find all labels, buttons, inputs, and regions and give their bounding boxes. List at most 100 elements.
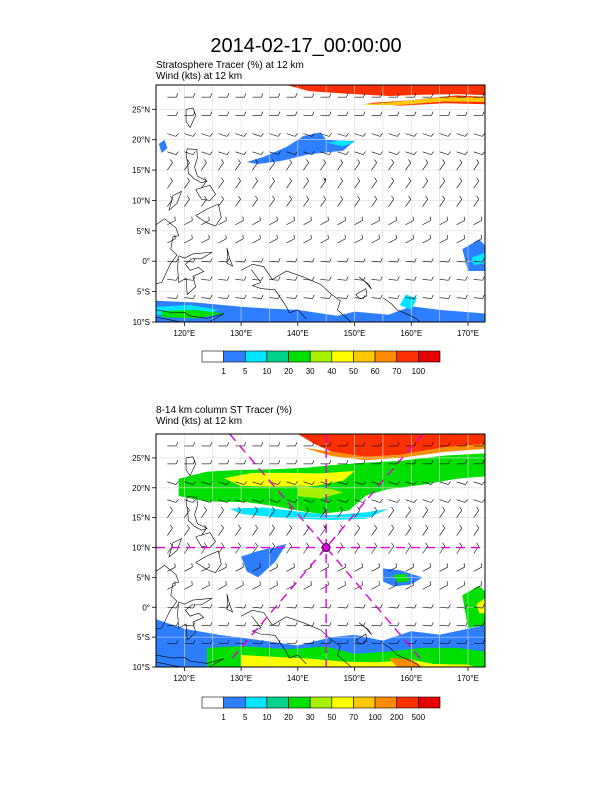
wind-barb xyxy=(320,111,332,116)
wind-barb xyxy=(320,481,332,485)
colorbar-swatch xyxy=(353,696,376,709)
wind-barb xyxy=(388,506,394,518)
wind-barb xyxy=(167,258,179,263)
wind-barb xyxy=(252,294,264,299)
coastline-lesser-sunda xyxy=(156,654,225,667)
wind-barb xyxy=(354,133,366,137)
wind-barb xyxy=(286,499,298,503)
wind-barb xyxy=(201,216,210,226)
wind-barb xyxy=(439,481,451,485)
wind-barb xyxy=(337,563,346,572)
wind-barb xyxy=(371,542,377,554)
wind-barb xyxy=(235,234,244,244)
coastline-new-guinea xyxy=(240,609,352,667)
wind-barb xyxy=(388,640,400,645)
wind-barb xyxy=(201,563,210,572)
lat-tick-label: 0° xyxy=(142,257,150,266)
wind-barb xyxy=(439,460,451,465)
wind-barb xyxy=(337,506,343,518)
lon-tick-label: 160°E xyxy=(400,329,422,338)
wind-barb xyxy=(252,563,261,572)
colorbar-swatch xyxy=(266,350,289,363)
wind-barb xyxy=(167,499,179,503)
colorbar-swatch xyxy=(244,350,268,363)
wind-barb xyxy=(405,177,411,189)
wind-barb xyxy=(371,563,380,572)
wind-barb xyxy=(439,258,451,263)
wind-barb xyxy=(201,234,210,244)
wind-barb xyxy=(167,93,179,98)
colorbar-swatch xyxy=(418,350,441,363)
wind-barb xyxy=(286,195,292,207)
lat-tick-label: 10°S xyxy=(133,318,150,327)
wind-barb xyxy=(252,276,264,281)
wind-barb xyxy=(286,258,298,263)
wind-barb xyxy=(218,581,227,590)
wind-barb xyxy=(269,159,275,171)
wind-barb xyxy=(269,581,278,590)
wind-barb xyxy=(439,234,448,244)
coastline-sulawesi xyxy=(177,251,213,296)
colorbar-swatch xyxy=(396,696,419,709)
wind-barb xyxy=(439,524,446,536)
wind-barb xyxy=(456,622,468,627)
wind-barb xyxy=(405,111,417,116)
wind-barb xyxy=(473,460,485,465)
colorbar-label: 200 xyxy=(390,713,404,722)
wind-barb xyxy=(456,640,468,645)
wind-barb xyxy=(371,258,383,263)
wind-barb xyxy=(167,177,173,189)
wind-barb xyxy=(252,234,261,244)
coastline-mindanao xyxy=(195,550,222,573)
wind-barb xyxy=(473,563,482,572)
map-2-plot-area xyxy=(156,434,485,667)
wind-barb xyxy=(354,276,366,281)
coastline-taiwan xyxy=(185,456,197,477)
wind-barb xyxy=(252,111,264,116)
colorbar-label: 500 xyxy=(412,713,426,722)
tracer-blue-west xyxy=(158,139,168,154)
wind-barb xyxy=(286,216,295,226)
wind-barb xyxy=(184,581,193,590)
wind-barb xyxy=(388,159,394,171)
wind-barb xyxy=(320,294,332,299)
wind-barb xyxy=(235,563,244,572)
wind-barb xyxy=(303,499,315,503)
colorbar-swatch xyxy=(201,696,224,709)
coastline-new-britain xyxy=(355,288,368,300)
wind-barb xyxy=(201,604,213,609)
wind-barb xyxy=(303,177,309,189)
wind-barb xyxy=(269,499,281,503)
wind-barb xyxy=(167,506,173,518)
wind-barb xyxy=(184,563,193,572)
coastline-new-britain xyxy=(355,633,368,645)
wind-barb xyxy=(269,524,275,536)
wind-barb xyxy=(354,151,366,155)
wind-barb xyxy=(269,542,275,554)
lat-tick-label: 20°N xyxy=(132,136,150,145)
wind-barb xyxy=(269,622,281,627)
wind-barb xyxy=(269,151,281,155)
wind-barb xyxy=(286,93,298,98)
wind-barb xyxy=(252,216,261,226)
wind-barb xyxy=(422,506,429,518)
wind-barb xyxy=(439,506,446,518)
wind-barb xyxy=(252,581,261,590)
wind-barb xyxy=(388,542,394,554)
wind-barb xyxy=(218,294,230,299)
wind-barb xyxy=(252,258,264,263)
wind-barb xyxy=(354,216,363,226)
wind-barb xyxy=(320,604,332,609)
colorbar-swatch xyxy=(223,350,246,363)
wind-barb xyxy=(388,151,400,155)
lon-tick-label: 130°E xyxy=(230,329,252,338)
wind-barb xyxy=(337,151,349,155)
wind-barb xyxy=(337,93,349,98)
wind-barb xyxy=(235,622,247,627)
wind-barb xyxy=(337,133,349,137)
wind-barb xyxy=(456,442,468,447)
wind-barb xyxy=(422,93,434,98)
wind-barb xyxy=(218,442,230,447)
wind-barb xyxy=(252,177,258,189)
wind-barb xyxy=(422,111,434,116)
